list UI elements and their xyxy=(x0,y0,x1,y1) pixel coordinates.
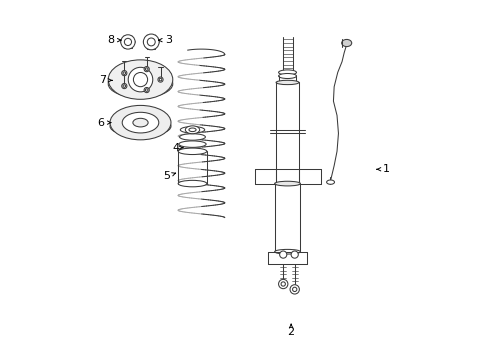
Ellipse shape xyxy=(178,180,206,187)
Circle shape xyxy=(158,77,163,82)
Ellipse shape xyxy=(110,116,171,136)
Circle shape xyxy=(143,34,159,50)
Text: 8: 8 xyxy=(107,35,121,45)
Ellipse shape xyxy=(110,105,171,140)
Circle shape xyxy=(144,67,149,72)
Ellipse shape xyxy=(278,70,296,75)
Text: 6: 6 xyxy=(98,118,111,128)
Ellipse shape xyxy=(122,112,159,133)
Circle shape xyxy=(290,251,298,258)
Ellipse shape xyxy=(278,73,296,78)
Ellipse shape xyxy=(108,60,172,99)
Circle shape xyxy=(289,285,299,294)
Text: 2: 2 xyxy=(287,324,294,337)
Ellipse shape xyxy=(178,148,206,154)
Text: 4: 4 xyxy=(172,143,183,153)
Circle shape xyxy=(278,279,287,289)
Circle shape xyxy=(121,35,135,49)
Ellipse shape xyxy=(108,70,172,98)
Ellipse shape xyxy=(180,127,204,133)
Circle shape xyxy=(128,67,152,92)
Ellipse shape xyxy=(276,80,298,85)
Ellipse shape xyxy=(274,181,300,186)
Text: 7: 7 xyxy=(99,75,112,85)
Circle shape xyxy=(279,251,286,258)
Circle shape xyxy=(122,71,127,76)
Ellipse shape xyxy=(179,141,206,147)
Text: 3: 3 xyxy=(159,35,172,45)
Ellipse shape xyxy=(133,118,148,127)
Ellipse shape xyxy=(341,40,351,46)
Ellipse shape xyxy=(179,134,205,140)
Ellipse shape xyxy=(326,180,334,184)
Circle shape xyxy=(122,84,127,89)
Text: 1: 1 xyxy=(376,164,389,174)
Text: 5: 5 xyxy=(163,171,175,181)
Circle shape xyxy=(144,87,149,93)
Ellipse shape xyxy=(185,126,199,134)
Ellipse shape xyxy=(274,249,300,254)
